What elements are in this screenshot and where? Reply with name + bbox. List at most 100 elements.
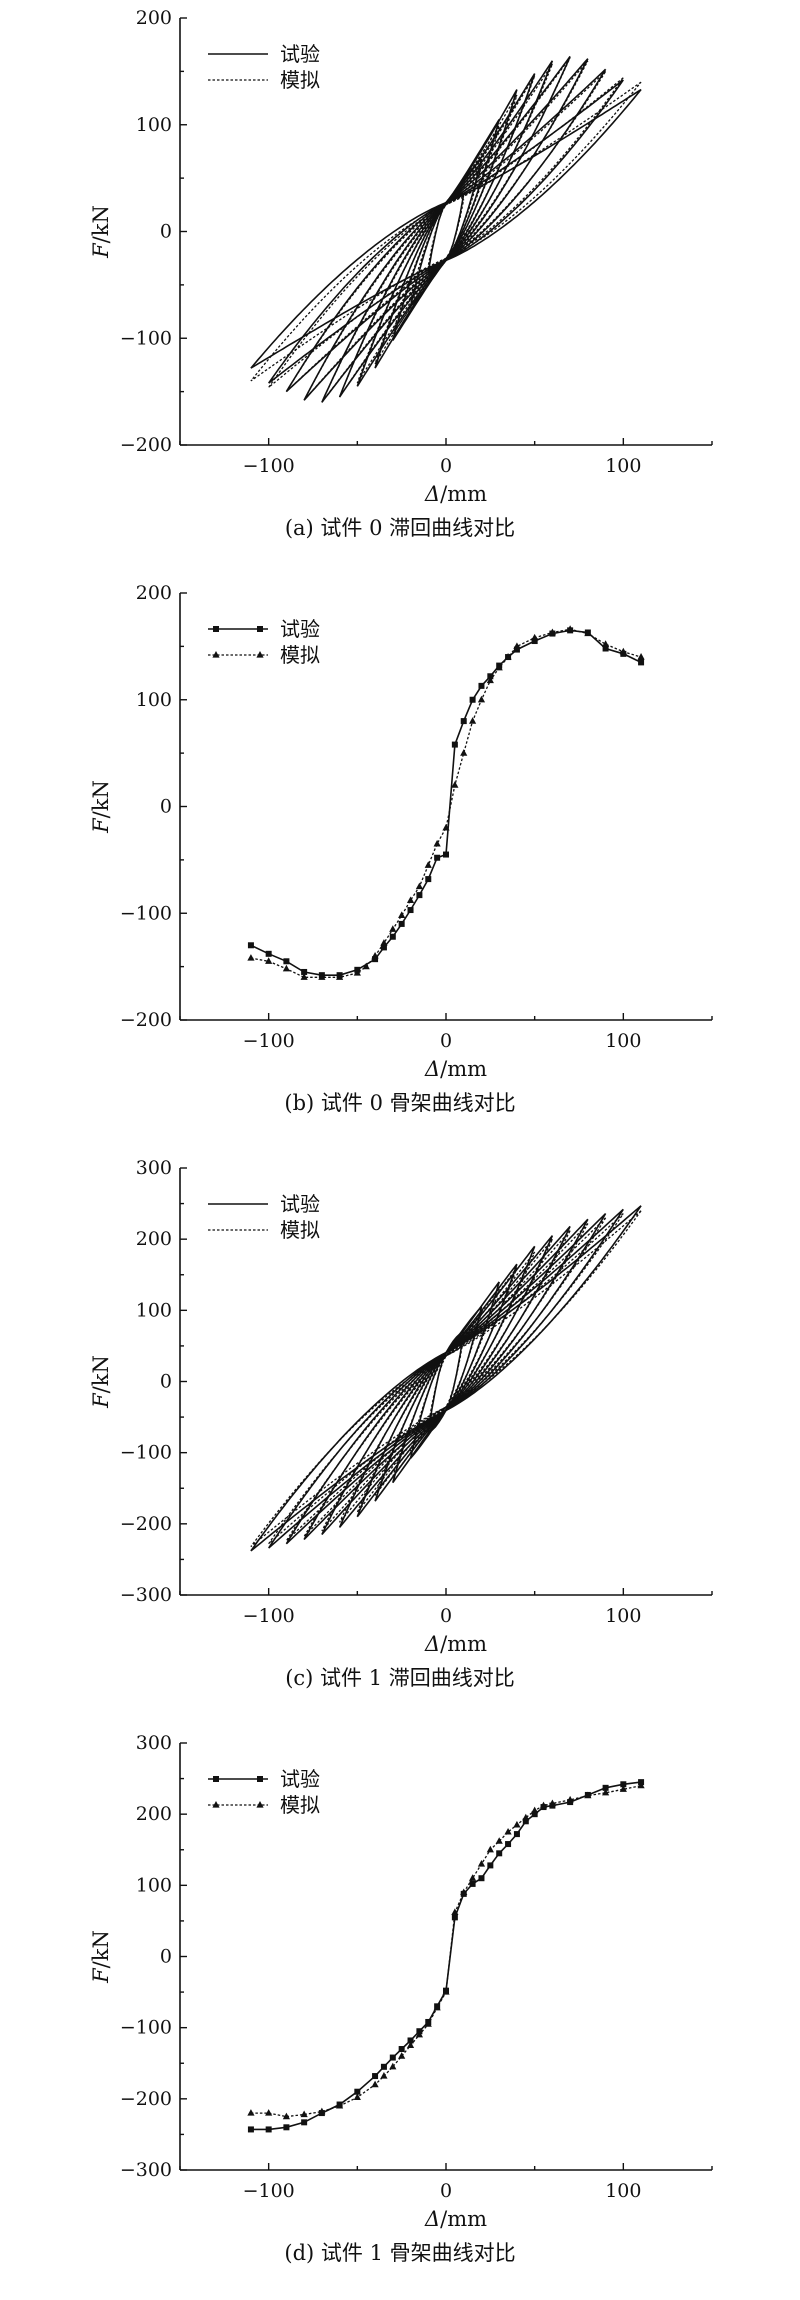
simulation-point-marker	[539, 1801, 548, 1809]
hysteresis-loop-simulation	[409, 1311, 483, 1452]
test-point-marker	[443, 851, 449, 858]
test-point-marker	[460, 718, 467, 725]
simulation-point-marker	[424, 861, 432, 868]
legend-label-test: 试验	[280, 42, 320, 66]
simulation-point-marker	[477, 695, 486, 703]
chart-panel-b: −200 −100 0 100 200 −100 0 100 Δ/mm F/kN (b) 试件 0 …	[0, 575, 800, 1150]
test-point-marker	[620, 1781, 627, 1788]
hysteresis-loop-simulation	[250, 1210, 642, 1548]
y-axis-title: F/kN	[89, 205, 113, 259]
legend-label-simulation: 模拟	[280, 1793, 320, 1817]
x-axis-title: Δ/mm	[424, 1632, 487, 1656]
hysteresis-loop-simulation	[392, 1288, 500, 1478]
simulation-point-marker	[451, 1908, 459, 1915]
test-point-marker	[301, 2119, 308, 2126]
hysteresis-loop-test	[285, 68, 607, 393]
y-axis-unit: /kN	[89, 205, 113, 243]
legend-marker-simulation	[212, 1801, 220, 1808]
y-axis-symbol: F	[89, 817, 113, 834]
legend-label-simulation: 模拟	[280, 68, 320, 92]
y-tick-label: 0	[160, 221, 172, 243]
x-axis-symbol: Δ	[424, 1057, 440, 1081]
simulation-point-marker	[300, 973, 308, 980]
x-axis-unit: /mm	[440, 1057, 487, 1081]
chart-svg-b: −200 −100 0 100 200 −100 0 100 Δ/mm F/kN (b) 试件 0 …	[89, 582, 713, 1115]
chart-svg-d: −300 −200 −100 0 100 200 300 −100 0 100 Δ/mm F/kN (d…	[89, 1732, 713, 2265]
hysteresis-loop-simulation	[250, 81, 642, 382]
simulation-point-marker	[531, 1806, 539, 1814]
test-point-marker	[434, 854, 441, 861]
y-axis-unit: /kN	[89, 1355, 113, 1393]
x-tick-label: −100	[243, 2180, 295, 2202]
legend-label-simulation: 模拟	[280, 643, 320, 667]
simulation-point-marker	[371, 2080, 379, 2088]
x-tick-label: 100	[605, 455, 641, 477]
simulation-point-marker	[398, 2052, 406, 2059]
test-point-marker	[354, 2088, 361, 2095]
test-point-marker	[602, 645, 609, 652]
simulation-point-marker	[318, 973, 326, 980]
x-axis-symbol: Δ	[424, 1632, 440, 1656]
y-tick-label: 100	[136, 689, 172, 711]
hysteresis-loop-simulation	[338, 63, 554, 398]
test-point-marker	[602, 1784, 609, 1791]
simulation-point-marker	[336, 2101, 344, 2109]
simulation-point-marker	[415, 2030, 423, 2038]
simulation-point-marker	[513, 1820, 521, 1828]
x-tick-label: 100	[605, 2180, 641, 2202]
simulation-point-marker	[522, 1813, 530, 1821]
legend-marker-simulation	[212, 651, 220, 658]
test-point-marker	[505, 1841, 512, 1848]
test-point-marker	[398, 2046, 405, 2053]
y-tick-label: 200	[136, 7, 172, 29]
simulation-point-marker	[247, 954, 255, 961]
legend-label-test: 试验	[280, 1767, 320, 1791]
y-tick-label: −200	[120, 1009, 172, 1031]
simulation-point-marker	[353, 2093, 361, 2101]
simulation-point-marker	[433, 2003, 441, 2011]
hysteresis-loop-simulation	[427, 1336, 465, 1427]
y-tick-label: 0	[160, 796, 172, 818]
y-axis-symbol: F	[89, 1392, 113, 1409]
hysteresis-loop-simulation	[374, 94, 518, 365]
x-axis-title: Δ/mm	[424, 2207, 487, 2231]
simulation-point-marker	[318, 2107, 326, 2115]
y-tick-label: 0	[160, 1946, 172, 1968]
figure-caption: (d) 试件 1 骨架曲线对比	[284, 2241, 515, 2265]
simulation-point-marker	[433, 839, 441, 847]
simulation-point-marker	[424, 2020, 432, 2027]
test-point-marker	[265, 2126, 272, 2133]
simulation-point-marker	[300, 2110, 308, 2118]
test-point-marker	[416, 892, 423, 899]
hysteresis-loop-simulation	[268, 77, 624, 388]
simulation-point-marker	[513, 642, 521, 649]
chart-svg-c: −300 −200 −100 0 100 200 300 −100 0 100 Δ/mm F/kN (c…	[89, 1157, 713, 1690]
y-tick-label: 300	[136, 1732, 172, 1754]
x-tick-label: 0	[440, 1030, 452, 1052]
test-point-marker	[389, 2054, 396, 2061]
simulation-point-marker	[619, 1785, 627, 1792]
test-point-marker	[451, 741, 458, 748]
y-axis-title: F/kN	[89, 780, 113, 834]
test-point-marker	[478, 682, 485, 689]
y-tick-label: 100	[136, 114, 172, 136]
test-point-marker	[407, 2037, 414, 2044]
test-point-marker	[380, 2063, 387, 2070]
test-point-marker	[469, 1880, 476, 1887]
x-axis-unit: /mm	[440, 2207, 487, 2231]
simulation-point-marker	[566, 625, 574, 632]
hysteresis-loop-simulation	[303, 1223, 589, 1538]
x-tick-label: −100	[243, 1030, 295, 1052]
simulation-point-marker	[406, 2041, 415, 2049]
y-tick-label: 200	[136, 1228, 172, 1250]
test-point-marker	[380, 944, 387, 951]
simulation-point-marker	[477, 1859, 486, 1867]
test-point-marker	[487, 673, 494, 680]
legend-marker-test	[213, 1776, 219, 1782]
y-axis-unit: /kN	[89, 1930, 113, 1968]
x-axis-unit: /mm	[440, 482, 487, 506]
figure-caption: (c) 试件 1 滞回曲线对比	[285, 1666, 515, 1690]
test-point-marker	[513, 1831, 520, 1838]
hysteresis-loop-test	[392, 1281, 500, 1484]
test-point-marker	[425, 876, 432, 883]
